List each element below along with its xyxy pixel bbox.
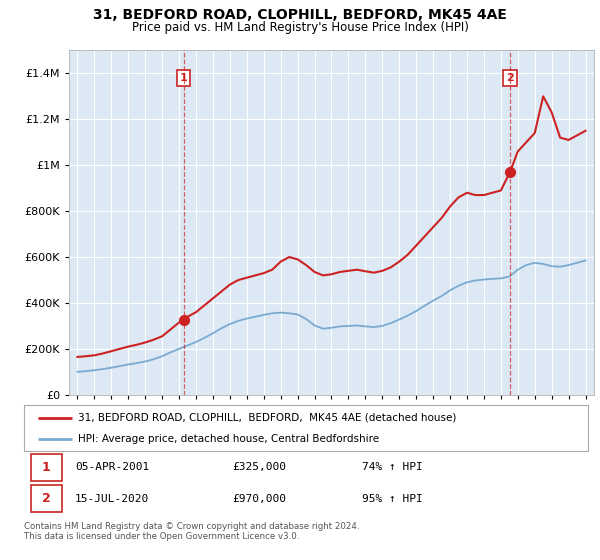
- Text: 1: 1: [42, 461, 50, 474]
- Text: 95% ↑ HPI: 95% ↑ HPI: [362, 493, 423, 503]
- Bar: [31, 486, 62, 512]
- Text: £325,000: £325,000: [233, 463, 287, 473]
- Text: HPI: Average price, detached house, Central Bedfordshire: HPI: Average price, detached house, Cent…: [77, 435, 379, 444]
- Text: 1: 1: [180, 73, 188, 83]
- Text: 2: 2: [506, 73, 514, 83]
- Text: 05-APR-2001: 05-APR-2001: [75, 463, 149, 473]
- Text: Price paid vs. HM Land Registry's House Price Index (HPI): Price paid vs. HM Land Registry's House …: [131, 21, 469, 34]
- Text: 31, BEDFORD ROAD, CLOPHILL, BEDFORD, MK45 4AE: 31, BEDFORD ROAD, CLOPHILL, BEDFORD, MK4…: [93, 8, 507, 22]
- Text: £970,000: £970,000: [233, 493, 287, 503]
- Text: Contains HM Land Registry data © Crown copyright and database right 2024.
This d: Contains HM Land Registry data © Crown c…: [24, 522, 359, 542]
- Text: 31, BEDFORD ROAD, CLOPHILL,  BEDFORD,  MK45 4AE (detached house): 31, BEDFORD ROAD, CLOPHILL, BEDFORD, MK4…: [77, 413, 456, 423]
- Bar: [31, 454, 62, 480]
- Text: 74% ↑ HPI: 74% ↑ HPI: [362, 463, 423, 473]
- Text: 15-JUL-2020: 15-JUL-2020: [75, 493, 149, 503]
- Text: 2: 2: [42, 492, 50, 505]
